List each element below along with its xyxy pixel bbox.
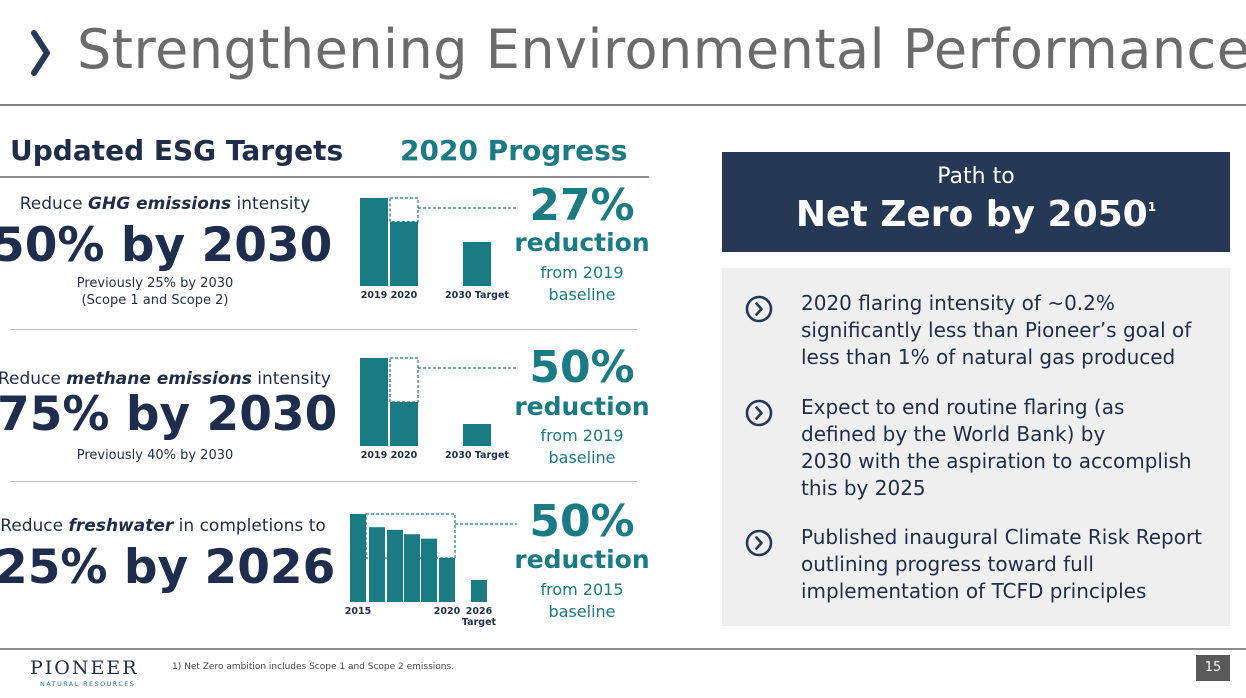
bar-0 (360, 358, 388, 446)
net-zero-kicker: Path to (937, 164, 1015, 189)
row-divider (10, 481, 637, 482)
target-note: Previously 40% by 2030 (76, 448, 234, 463)
bar-0 (360, 198, 388, 286)
page-title: Strengthening Environmental Performance (77, 18, 1246, 81)
tick-label: 2019 (361, 290, 387, 301)
progress-value: 50% (529, 496, 635, 547)
net-zero-bullets: 2020 flaring intensity of ~0.2% significa… (722, 268, 1230, 626)
footnote: 1) Net Zero ambition includes Scope 1 an… (172, 662, 455, 672)
targets-heading: Updated ESG Targets (10, 134, 344, 167)
tick-label: 2020 (391, 290, 418, 301)
circle-chevron-icon (745, 399, 773, 427)
tick-label: 2015 (345, 606, 371, 617)
tick-label: 2020 (434, 606, 461, 617)
progress-baseline: baseline (548, 602, 616, 621)
progress-word: reduction (514, 545, 650, 574)
bullet-text: 2020 flaring intensity of ~0.2% significa… (801, 291, 1192, 369)
chevron-right-icon (31, 30, 50, 76)
progress-word: reduction (514, 392, 650, 421)
bar-1 (390, 402, 418, 446)
reduction-outline (389, 197, 419, 223)
bar-2 (387, 529, 403, 602)
bar-1 (369, 527, 385, 602)
progress-baseline: baseline (548, 285, 616, 304)
ghg-chart: 2019 2020 2030 Target (345, 170, 517, 310)
target-headline: 75% by 2030 (0, 387, 338, 442)
progress-baseline: baseline (548, 448, 616, 467)
progress-word: reduction (514, 228, 650, 257)
progress-baseline: from 2019 (540, 426, 624, 445)
footer-divider (0, 648, 1246, 650)
bar-2 (463, 424, 491, 446)
header-divider (0, 176, 649, 178)
bar-6 (471, 580, 487, 602)
target-note: Previously 25% by 2030 (76, 276, 234, 291)
net-zero-headline: Net Zero by 20501 (795, 194, 1157, 235)
bar-4 (421, 538, 437, 602)
methane-chart: 2019 2020 2030 Target (345, 330, 517, 470)
target-note: (Scope 1 and Scope 2) (81, 293, 229, 308)
bar-3 (404, 534, 420, 602)
page-number: 15 (1196, 655, 1230, 681)
tick-label: 2030 Target (445, 450, 509, 461)
target-lead: Reduce methane emissions intensity (0, 369, 331, 389)
progress-value: 27% (529, 180, 635, 231)
bullet-text: Expect to end routine flaring (as defined… (801, 395, 1192, 500)
freshwater-chart: 2015 2020 2026 Target (345, 486, 517, 628)
row-divider (10, 329, 637, 330)
circle-chevron-icon (745, 295, 773, 323)
reduction-outline (365, 513, 456, 559)
bar-2 (463, 242, 491, 286)
target-headline: 50% by 2030 (0, 218, 333, 273)
net-zero-header: Path to Net Zero by 20501 (722, 152, 1230, 252)
progress-baseline: from 2015 (540, 580, 624, 599)
bar-1 (390, 221, 418, 286)
tick-label: 2020 (391, 450, 418, 461)
company-logo: PIONEER NATURAL RESOURCES (30, 657, 139, 688)
bullet-text: Published inaugural Climate Risk Report o… (801, 525, 1203, 603)
bar-5 (439, 558, 455, 602)
tick-label: 2030 Target (445, 290, 509, 301)
progress-baseline: from 2019 (540, 263, 624, 282)
tick-label: 2019 (361, 450, 387, 461)
reduction-outline (389, 357, 419, 403)
target-lead: Reduce GHG emissions intensity (19, 194, 311, 214)
bar-0 (350, 514, 366, 602)
progress-value: 50% (529, 342, 635, 393)
target-headline: 25% by 2026 (0, 540, 336, 595)
tick-label: 2026 (466, 606, 493, 617)
target-lead: Reduce freshwater in completions to (0, 516, 326, 536)
circle-chevron-icon (745, 529, 773, 557)
tick-label: Target (462, 617, 497, 628)
footnote-marker: 1 (1147, 200, 1157, 214)
title-bar: Strengthening Environmental Performance (0, 0, 1246, 106)
progress-heading: 2020 Progress (400, 134, 628, 167)
